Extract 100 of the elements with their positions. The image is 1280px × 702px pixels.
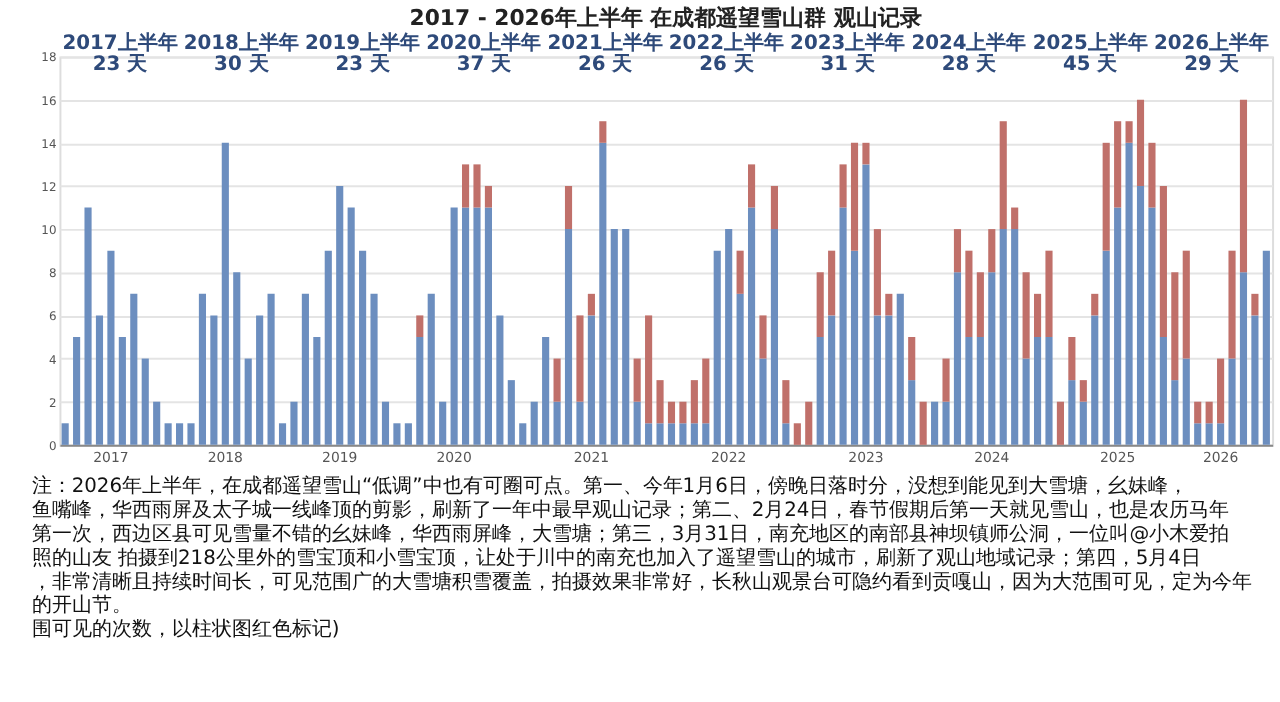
bar [370, 293, 378, 445]
bar [290, 401, 298, 445]
bar [484, 207, 493, 445]
bar [267, 293, 275, 445]
bar [896, 293, 904, 445]
bar [1045, 250, 1053, 337]
bar [1239, 272, 1248, 445]
bar [130, 293, 138, 445]
bar [679, 401, 687, 424]
bar [473, 164, 481, 208]
annotation: 2021上半年 26 天 [547, 30, 663, 77]
bar [1056, 401, 1064, 445]
bar [553, 401, 561, 445]
bar [1228, 250, 1236, 359]
bar [1079, 401, 1087, 445]
bar [1114, 207, 1122, 445]
bar [1217, 423, 1225, 445]
bar [816, 336, 824, 445]
bar [965, 336, 973, 445]
bar [599, 121, 607, 143]
bar [1182, 358, 1190, 445]
bar [702, 423, 710, 445]
bar [324, 250, 332, 445]
bar [530, 401, 538, 445]
annotation: 2018上半年 30 天 [183, 30, 299, 77]
bar [1022, 358, 1030, 445]
bar [1262, 250, 1270, 445]
bar [564, 229, 573, 445]
bar [805, 401, 813, 445]
bar [919, 401, 927, 445]
bar [553, 358, 561, 402]
annotation: 2025上半年 45 天 [1032, 30, 1148, 77]
bar [507, 380, 515, 445]
bar [278, 423, 287, 445]
bar [1125, 121, 1133, 143]
bar [759, 315, 767, 359]
bar [244, 358, 252, 445]
bar [564, 185, 573, 230]
bar [576, 401, 584, 445]
bar [461, 207, 470, 445]
bar [885, 293, 893, 316]
bar [988, 272, 996, 445]
bar [931, 401, 939, 445]
bar [210, 315, 218, 445]
bar [153, 401, 161, 445]
bar [1182, 250, 1190, 359]
bar [1136, 99, 1145, 186]
bar [1045, 336, 1053, 445]
bar [256, 315, 264, 445]
annotation: 2022上半年 26 天 [668, 30, 784, 77]
bar [999, 229, 1007, 445]
bar [747, 164, 756, 208]
text: 注：2026年上半年，在成都遥望雪山“低调”中也有可圈可点。第一、今年1月6日，傍晚日落时分，没想到能见到大雪塘，幺妹峰，鱼嘴峰，华西雨屏及太子城一线峰顶的剪影，刷新了一年中最早观山记录；第二、2月24日，春节假期后第一天就见雪山，也是农历马年第一次，西边区县可见雪量不错的幺妹峰，华西雨屏峰，大雪塘；第三，3月31日，南充地区的南部县神坝镇师公洞，一位叫@小木爱拍照的山友 拍摄到218公里外的雪宝顶和小雪宝顶，让处于川中的南充也加入了遥望雪山的城市，刷新了观山地域记录；第四，5月4日，非常清晰且持续时间长，可见范围广的大雪塘积雪覆盖，拍摄效果非常好，长秋山观景台可隐约看到贡嘎山，因为大范围可见，定为今年的开山节。 [31, 474, 1252, 618]
bar [873, 315, 881, 445]
bar [1159, 336, 1167, 445]
bar [713, 250, 721, 445]
bar [839, 164, 847, 208]
bar [439, 401, 447, 445]
bar [1217, 358, 1225, 424]
annotation: 2024上半年 28 天 [911, 30, 1027, 77]
bar [587, 315, 595, 445]
bar [1228, 358, 1236, 445]
bar [1171, 380, 1179, 445]
bar [576, 315, 584, 402]
bar [461, 164, 470, 208]
bar [1091, 315, 1099, 445]
bar [141, 358, 149, 445]
bar [176, 423, 184, 445]
bar [702, 358, 710, 424]
text: 围可见的次数，以柱状图红色标记) [31, 617, 340, 642]
bar [828, 250, 836, 316]
bar [1239, 99, 1248, 273]
bar [908, 336, 916, 381]
annotation: 2017上半年 23 天 [62, 30, 178, 77]
bar [770, 185, 778, 230]
bar [862, 142, 870, 165]
bar [1148, 142, 1156, 208]
bar [667, 423, 676, 445]
bar [198, 293, 207, 445]
bar [599, 142, 607, 445]
bar [519, 423, 527, 445]
bar [782, 423, 790, 445]
bar [1114, 121, 1122, 208]
bar [747, 207, 756, 445]
bar [839, 207, 847, 445]
bar [1159, 185, 1167, 337]
bar [953, 272, 962, 445]
bar [908, 380, 916, 445]
bar [450, 207, 458, 445]
chart-title: 2017 - 2026年上半年 在成都遥望雪山群 观山记录 [409, 4, 922, 31]
bar [965, 250, 973, 337]
bar [336, 185, 344, 445]
bar [885, 315, 893, 445]
bar [645, 423, 653, 445]
bar [782, 380, 790, 424]
bar [1194, 423, 1202, 445]
bar [656, 380, 664, 424]
bar [484, 185, 493, 208]
bar [976, 272, 984, 337]
bar [1068, 380, 1076, 445]
